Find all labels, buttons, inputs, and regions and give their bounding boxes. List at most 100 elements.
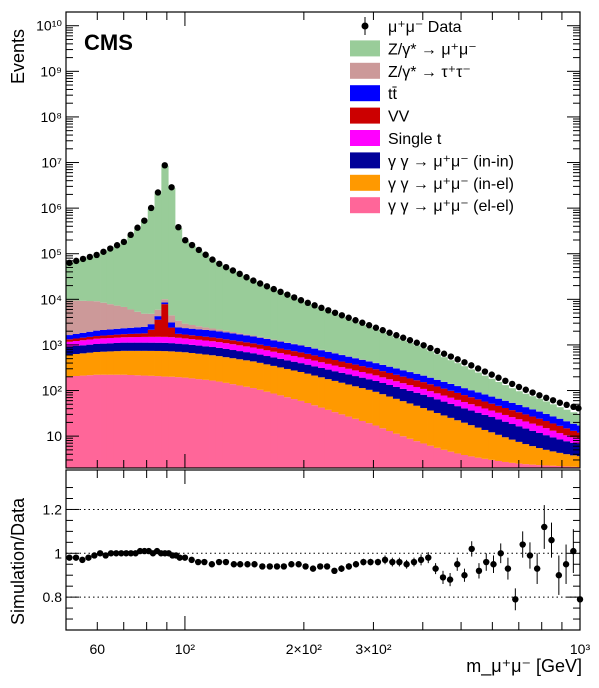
bar-dy-mumu — [283, 295, 292, 343]
bar-gg-inel — [195, 353, 203, 380]
bar-vv — [379, 371, 387, 378]
bar-dy-tautau — [222, 330, 230, 333]
bar-gg-inin — [433, 399, 442, 413]
bar-ttbar — [93, 330, 101, 337]
legend-label: VV — [388, 109, 410, 126]
bar-ttbar — [127, 327, 135, 334]
data-point — [447, 353, 455, 360]
data-point — [107, 245, 114, 252]
y-tick-label: 10⁴ — [40, 291, 62, 307]
data-point — [556, 399, 564, 406]
bar-dy-mumu — [508, 388, 516, 403]
bar-gg-inel — [263, 364, 271, 392]
bar-vv — [147, 329, 155, 337]
bar-vv — [120, 334, 128, 338]
bar-single-t — [372, 375, 380, 381]
bar-dy-mumu — [195, 250, 203, 327]
bar-ttbar — [352, 358, 360, 365]
ratio-point — [338, 565, 345, 572]
legend-entry-gg-inin: γ γ → μ⁺μ⁻ (in-in) — [350, 152, 514, 170]
bar-single-t — [174, 337, 183, 344]
bar-single-t — [427, 391, 435, 398]
bar-ttbar — [100, 329, 108, 336]
legend-label: γ γ → μ⁺μ⁻ (in-in) — [388, 153, 514, 170]
bar-gg-elel — [542, 465, 551, 468]
bar-vv — [338, 361, 346, 368]
bar-single-t — [161, 336, 169, 343]
ratio-marker — [208, 561, 216, 568]
ratio-marker — [439, 574, 447, 581]
bar-single-t — [93, 338, 101, 344]
ratio-marker — [417, 556, 425, 564]
bar-gg-elel — [277, 395, 285, 468]
data-point — [495, 374, 502, 381]
bar-single-t — [542, 428, 551, 436]
bar-gg-elel — [161, 376, 169, 468]
bar-vv — [72, 338, 81, 341]
bar-ttbar — [365, 361, 373, 368]
x-tick-label: 10² — [175, 641, 196, 657]
bar-dy-mumu — [563, 409, 571, 422]
bar-gg-inel — [474, 427, 482, 458]
bar-dy-mumu — [495, 381, 503, 399]
bar-gg-inel — [147, 350, 155, 376]
bar-vv — [140, 333, 149, 337]
bar-single-t — [243, 346, 251, 353]
bar-single-t — [188, 339, 196, 345]
bar-gg-inel — [215, 356, 224, 382]
bar-dy-mumu — [79, 258, 87, 301]
bar-gg-inel — [399, 401, 407, 437]
bar-vv — [127, 333, 135, 338]
bar-vv — [549, 423, 557, 431]
bar-vv — [161, 304, 169, 337]
bar-gg-elel — [324, 409, 333, 468]
ratio-point — [389, 557, 396, 567]
ratio-marker — [512, 596, 519, 603]
bar-dy-mumu — [202, 255, 210, 328]
ratio-point — [475, 563, 483, 579]
bar-gg-inin — [161, 342, 169, 352]
bar-gg-inin — [488, 417, 496, 433]
bar-gg-inel — [365, 389, 373, 424]
bar-vv — [174, 333, 183, 338]
ratio-point — [79, 556, 86, 564]
bar-vv — [106, 335, 115, 338]
bar-gg-inin — [399, 388, 407, 402]
bar-dy-tautau — [202, 327, 210, 330]
bar-gg-elel — [481, 458, 489, 468]
bar-gg-inel — [345, 384, 353, 417]
bar-gg-elel — [181, 377, 190, 468]
bar-ttbar — [454, 386, 462, 393]
ratio-point — [504, 557, 512, 580]
bar-gg-inin — [495, 419, 503, 435]
bar-vv — [413, 380, 421, 387]
bar-dy-tautau — [277, 341, 285, 342]
bar-gg-inel — [297, 371, 305, 401]
bar-ttbar — [270, 340, 278, 348]
bar-vv — [311, 355, 319, 361]
bar-gg-inel — [209, 355, 217, 381]
bar-gg-elel — [549, 465, 557, 468]
data-point — [386, 329, 393, 336]
bar-single-t — [113, 337, 121, 343]
bar-dy-mumu — [256, 284, 264, 337]
bar-single-t — [181, 338, 190, 345]
bar-single-t — [399, 383, 407, 389]
bar-ttbar — [290, 344, 298, 352]
bar-vv — [154, 319, 162, 337]
data-point — [440, 350, 448, 357]
bar-dy-mumu — [420, 348, 428, 376]
legend-swatch — [350, 85, 380, 102]
bar-gg-elel — [86, 375, 94, 468]
data-point — [563, 401, 570, 409]
ratio-point — [497, 543, 504, 564]
ratio-marker — [338, 565, 345, 572]
bar-ttbar — [263, 339, 271, 346]
bar-dy-mumu — [542, 401, 551, 414]
bar-vv — [86, 336, 94, 340]
bar-vv — [79, 337, 87, 341]
x-axis-title: m_μ⁺μ⁻ [GeV] — [466, 656, 582, 677]
ratio-marker — [483, 558, 490, 566]
bar-gg-inel — [324, 379, 333, 410]
y-tick-label: 0.8 — [43, 589, 63, 605]
